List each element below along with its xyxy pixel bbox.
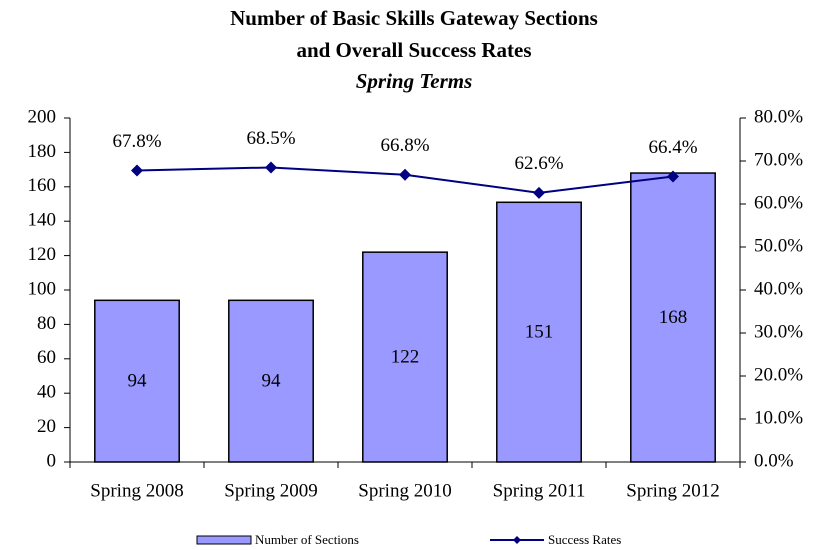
- bar-label: 122: [391, 346, 420, 367]
- x-tick-label: Spring 2012: [626, 480, 719, 501]
- y-tick-label: 200: [28, 106, 57, 127]
- chart-subtitle: Spring Terms: [356, 69, 473, 93]
- legend-label: Number of Sections: [255, 532, 359, 547]
- bar: [362, 251, 448, 463]
- line-marker: [131, 164, 143, 177]
- y-tick-label: 20: [37, 416, 56, 437]
- legend-swatch: [196, 535, 252, 545]
- y2-tick-label: 80.0%: [754, 106, 803, 127]
- x-tick-label: Spring 2010: [358, 480, 451, 501]
- y-tick-label: 160: [28, 175, 57, 196]
- line-marker: [399, 168, 411, 181]
- y2-tick-label: 30.0%: [754, 321, 803, 342]
- y2-tick-label: 40.0%: [754, 278, 803, 299]
- bar: [94, 299, 180, 463]
- bar-label: 168: [659, 307, 688, 328]
- legend-marker: [513, 536, 521, 544]
- bar-label: 94: [262, 371, 282, 392]
- bar: [228, 299, 314, 463]
- y2-tick-label: 70.0%: [754, 149, 803, 170]
- chart-title: and Overall Success Rates: [296, 38, 531, 62]
- line-marker: [265, 161, 277, 174]
- y-tick-label: 0: [47, 450, 57, 471]
- y-tick-label: 40: [37, 382, 56, 403]
- bar: [630, 172, 716, 463]
- y-tick-label: 60: [37, 347, 56, 368]
- y2-tick-label: 0.0%: [754, 450, 794, 471]
- line-label: 66.8%: [380, 135, 429, 156]
- y-tick-label: 120: [28, 244, 57, 265]
- line-label: 62.6%: [514, 153, 563, 174]
- x-tick-label: Spring 2008: [90, 480, 183, 501]
- chart-title: Number of Basic Skills Gateway Sections: [230, 6, 598, 30]
- x-tick-label: Spring 2011: [493, 480, 586, 501]
- y-tick-label: 100: [28, 278, 57, 299]
- bar-label: 151: [525, 321, 554, 342]
- bar: [496, 201, 582, 463]
- y-tick-label: 180: [28, 141, 57, 162]
- line-label: 66.4%: [648, 137, 697, 158]
- x-tick-label: Spring 2009: [224, 480, 317, 501]
- y-tick-label: 80: [37, 313, 56, 334]
- y-tick-label: 140: [28, 210, 57, 231]
- y2-tick-label: 20.0%: [754, 364, 803, 385]
- line-marker: [667, 170, 679, 183]
- bar-label: 94: [128, 371, 148, 392]
- y2-tick-label: 10.0%: [754, 407, 803, 428]
- legend-label: Success Rates: [548, 532, 621, 547]
- line-label: 67.8%: [112, 131, 161, 152]
- y2-tick-label: 50.0%: [754, 235, 803, 256]
- line-marker: [533, 186, 545, 199]
- y2-tick-label: 60.0%: [754, 192, 803, 213]
- line-label: 68.5%: [246, 128, 295, 149]
